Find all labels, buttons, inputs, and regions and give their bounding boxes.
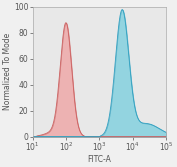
Y-axis label: Normalized To Mode: Normalized To Mode <box>4 33 12 110</box>
X-axis label: FITC-A: FITC-A <box>87 154 111 163</box>
